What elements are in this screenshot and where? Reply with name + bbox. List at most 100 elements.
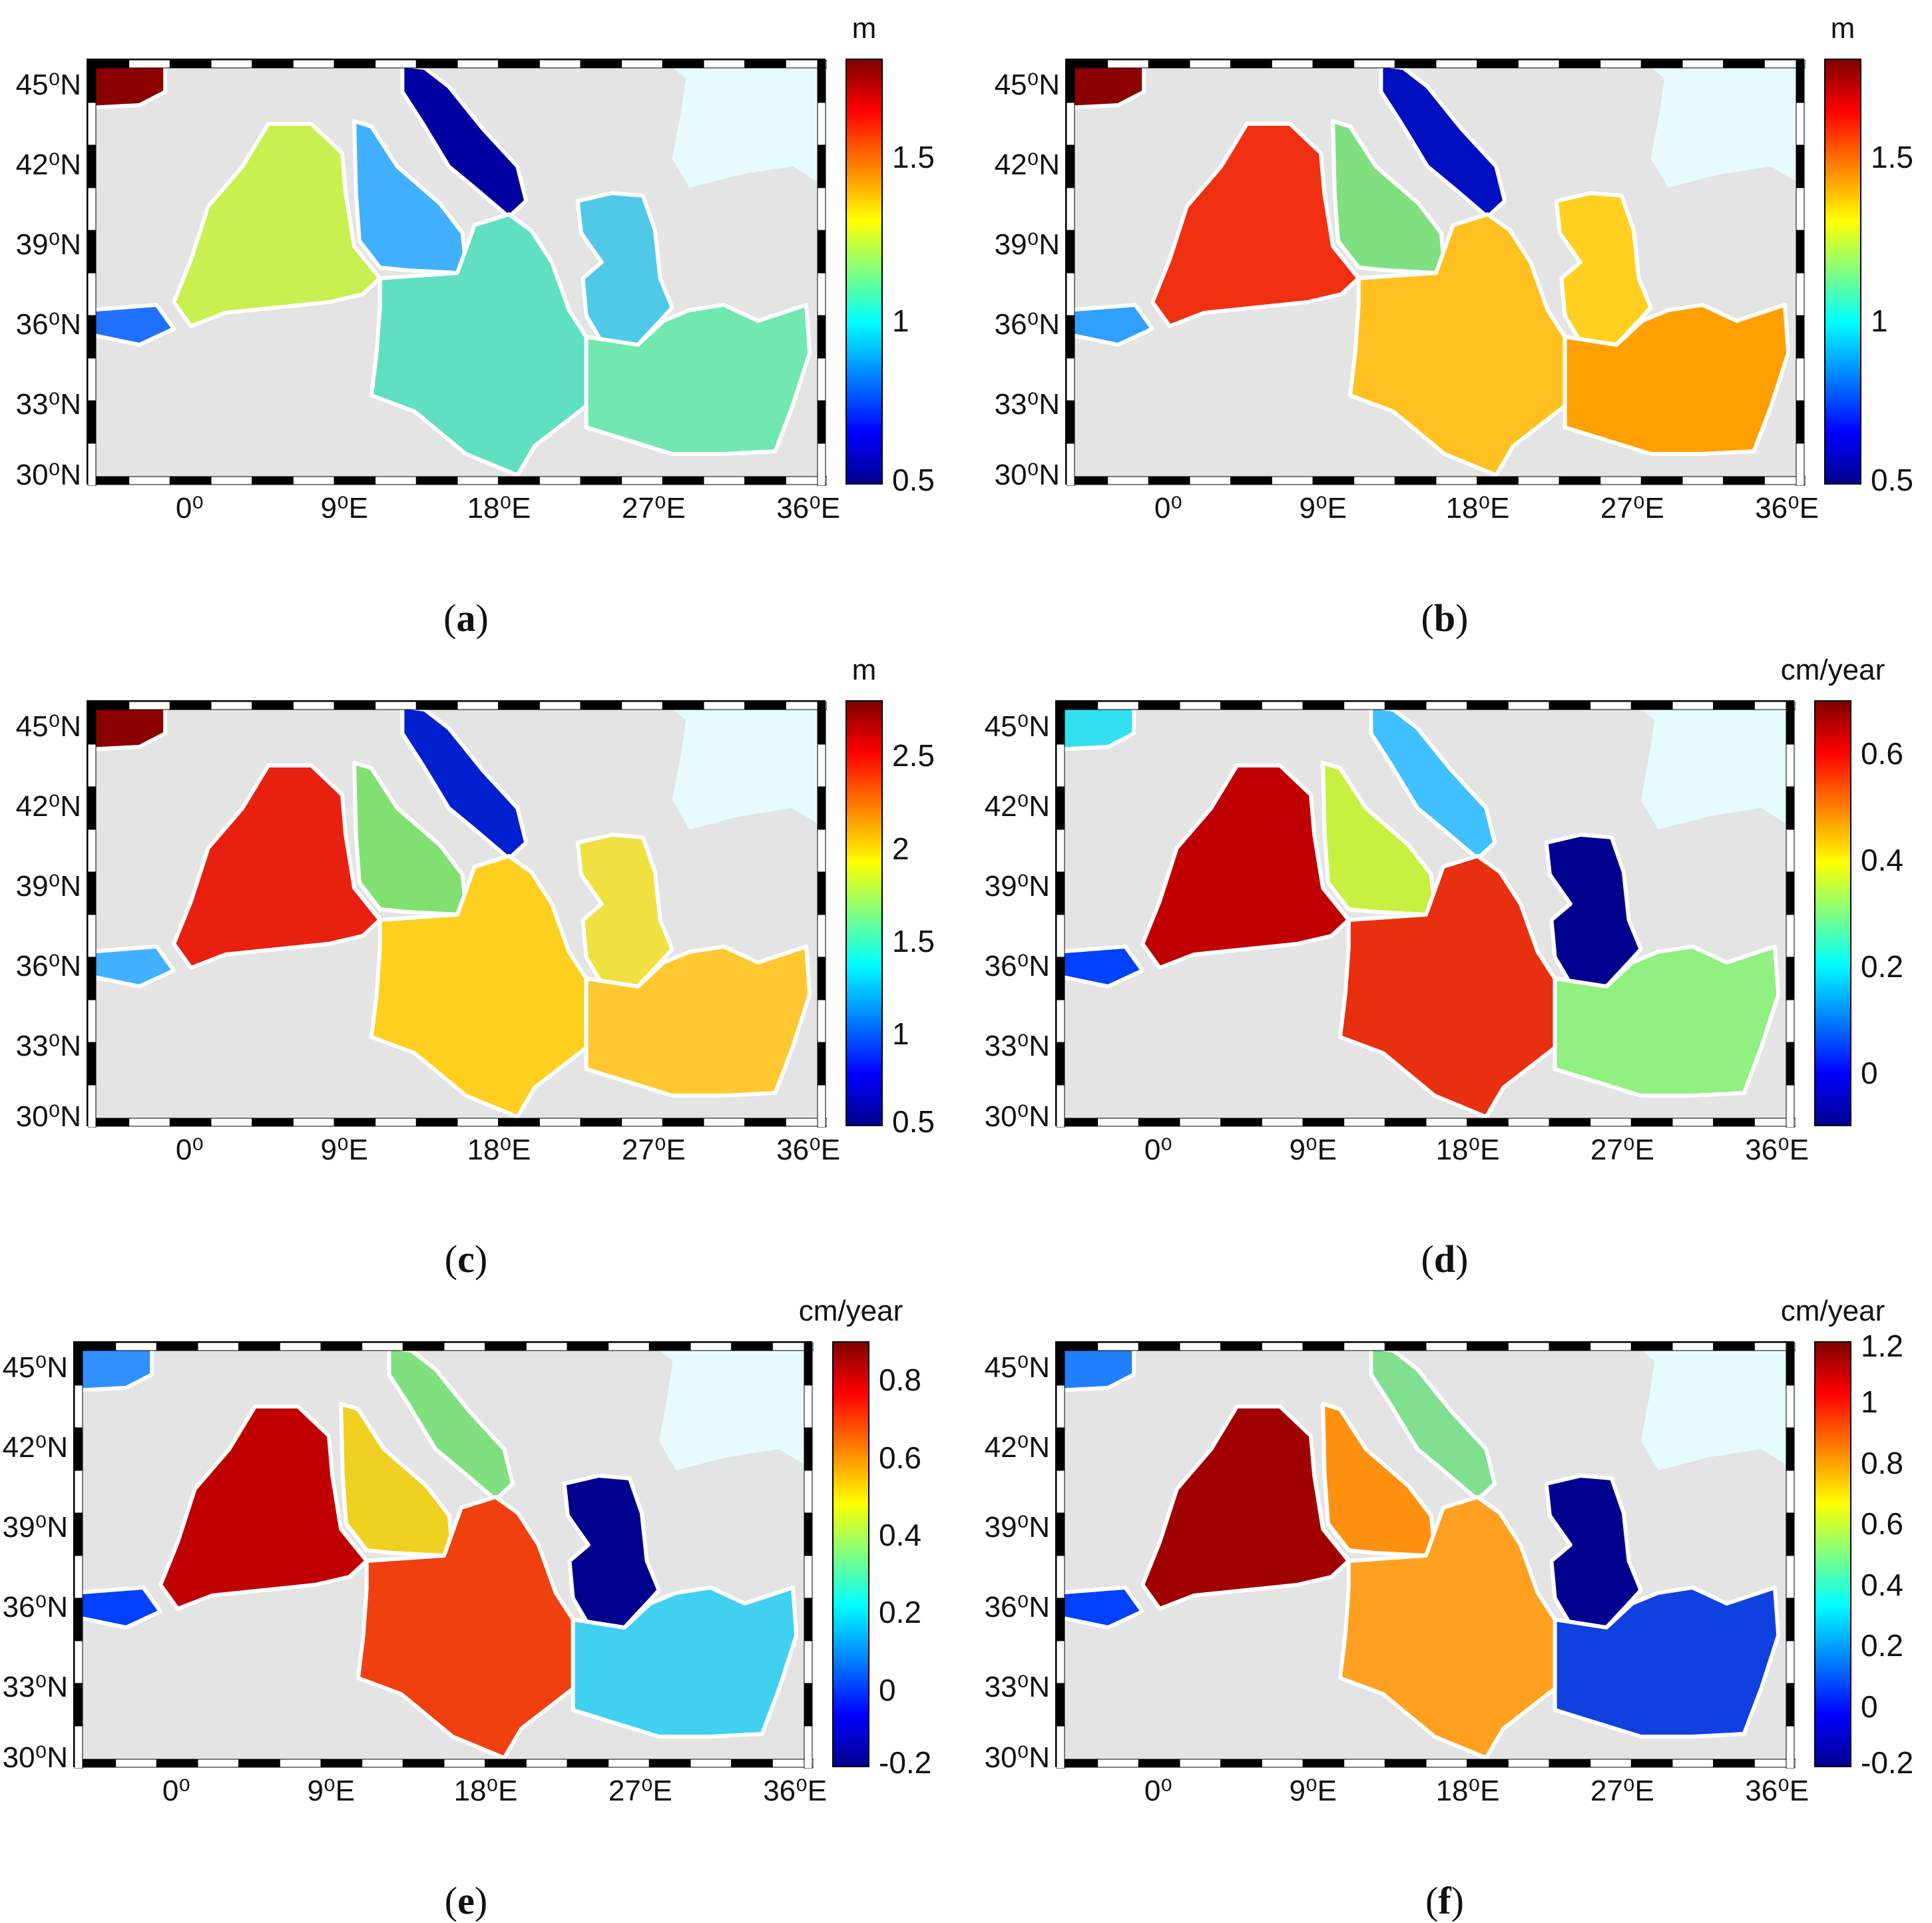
border-segment [1057, 1385, 1065, 1428]
border-segment [1467, 1343, 1509, 1351]
caption-letter: e [457, 1879, 475, 1922]
border-segment [1302, 702, 1345, 710]
border-segment [1384, 1759, 1427, 1768]
sea-region-biscay [88, 60, 168, 110]
border-segment [1107, 476, 1149, 485]
border-segment [1425, 1118, 1468, 1127]
border-segment [817, 357, 826, 401]
checkered-border [88, 60, 827, 69]
border-segment [1786, 1640, 1795, 1684]
sea-region-biscay [88, 702, 168, 751]
border-segment [75, 1512, 83, 1556]
border-segment [75, 1427, 83, 1471]
border-segment [804, 1385, 813, 1428]
border-segment [744, 476, 786, 485]
sea-region-alboran [1057, 1586, 1145, 1629]
border-segment [279, 1759, 322, 1768]
border-segment [621, 60, 663, 69]
colorbar-unit: cm/year [1780, 654, 1885, 686]
colorbar-tick: 0.4 [1861, 843, 1903, 877]
border-segment [156, 1343, 198, 1351]
longitude-label: 9⁰E [1289, 1134, 1337, 1166]
border-segment [498, 1118, 540, 1127]
border-segment [1097, 702, 1139, 710]
border-segment [1507, 1118, 1550, 1127]
border-segment [457, 1118, 499, 1127]
border-segment [415, 476, 458, 485]
sea-region-aegean [1554, 191, 1653, 347]
border-segment [1630, 702, 1673, 710]
border-segment [75, 1683, 83, 1727]
caption-letter: f [1438, 1879, 1451, 1922]
checkered-border [1057, 1343, 1065, 1769]
border-segment [88, 144, 97, 188]
border-segment [1067, 443, 1075, 486]
colorbar [1814, 700, 1851, 1126]
border-segment [156, 1759, 198, 1768]
border-segment [621, 476, 663, 485]
map-canvas [1067, 60, 1806, 486]
checkered-border [75, 1759, 814, 1768]
border-segment [334, 702, 376, 710]
latitude-label: 33⁰N [2, 1671, 68, 1703]
border-segment [1630, 1343, 1673, 1351]
latitude-label: 39⁰N [15, 228, 81, 261]
longitude-label: 0⁰ [1144, 1775, 1172, 1807]
border-segment [1786, 744, 1795, 787]
colorbar-tick: 0.6 [1861, 736, 1903, 771]
border-segment [1057, 1427, 1065, 1471]
latitude-label: 33⁰N [984, 1030, 1050, 1062]
border-segment [1057, 1683, 1065, 1727]
border-segment [580, 702, 622, 710]
border-segment [1786, 1343, 1795, 1386]
border-segment [88, 357, 97, 401]
sea-region-western [1140, 763, 1351, 970]
border-segment [804, 1343, 813, 1386]
border-segment [1425, 1759, 1468, 1768]
border-segment [1302, 1118, 1345, 1127]
border-segment [1312, 60, 1355, 69]
border-segment [375, 476, 417, 485]
border-segment [292, 476, 335, 485]
border-segment [1057, 1470, 1065, 1514]
border-segment [1477, 476, 1519, 485]
latitude-label: 36⁰N [984, 950, 1050, 982]
border-segment [402, 1759, 445, 1768]
border-segment [1723, 476, 1765, 485]
border-segment [1672, 702, 1714, 710]
sea-region-alboran [1067, 303, 1155, 347]
border-segment [1507, 1343, 1550, 1351]
sea-region-western [1150, 122, 1361, 328]
border-segment [817, 272, 826, 316]
border-segment [88, 187, 97, 231]
border-segment [648, 1759, 691, 1768]
longitude-label: 9⁰E [320, 492, 368, 525]
border-segment [1435, 60, 1478, 69]
border-segment [197, 1343, 240, 1351]
border-segment [1549, 702, 1591, 710]
colorbar-tick: 0.2 [879, 1595, 921, 1630]
border-segment [88, 702, 97, 745]
border-segment [817, 144, 826, 188]
colorbar-unit: cm/year [1780, 1295, 1885, 1327]
black-sea [1642, 60, 1806, 188]
border-segment [334, 476, 376, 485]
border-segment [210, 1118, 253, 1127]
border-segment [785, 476, 827, 485]
longitude-label: 36⁰E [776, 1134, 841, 1166]
border-segment [1786, 1512, 1795, 1556]
longitude-label: 0⁰ [175, 1134, 204, 1166]
sea-region-alboran [88, 303, 176, 347]
sea-region-levantine [1553, 945, 1781, 1098]
sea-region-alboran [75, 1586, 163, 1629]
border-segment [375, 702, 417, 710]
checkered-border [88, 60, 97, 486]
border-segment [1672, 1759, 1714, 1768]
border-segment [817, 102, 826, 146]
longitude-label: 0⁰ [162, 1775, 190, 1807]
border-segment [1271, 60, 1314, 69]
border-segment [1067, 400, 1075, 444]
border-segment [169, 702, 212, 710]
border-segment [1590, 1759, 1632, 1768]
black-sea [650, 1343, 814, 1470]
